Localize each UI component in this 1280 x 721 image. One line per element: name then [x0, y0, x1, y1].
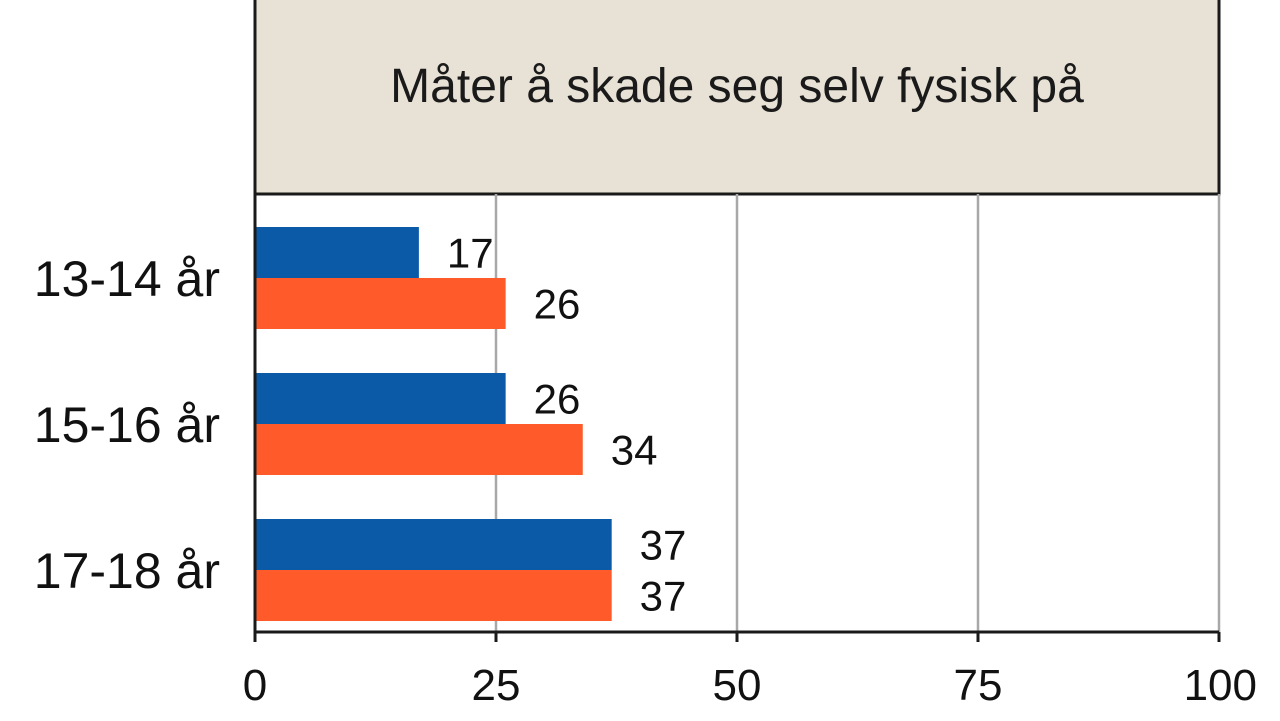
title-panel: Måter å skade seg selv fysisk på — [253, 0, 1221, 196]
category-label-2: 17-18 år — [34, 543, 220, 599]
x-tick-label-1: 25 — [472, 661, 521, 710]
bar-1-1 — [255, 424, 583, 475]
chart-title: Måter å skade seg selv fysisk på — [390, 60, 1084, 113]
bar-2-1 — [255, 570, 612, 621]
x-tick-label-3: 75 — [954, 661, 1003, 710]
category-label-1: 15-16 år — [34, 397, 220, 453]
category-label-0: 13-14 år — [34, 251, 220, 307]
data-label-1-1: 34 — [611, 427, 658, 474]
data-label-2-0: 37 — [640, 522, 687, 569]
title-box — [253, 0, 1221, 196]
bars — [255, 227, 612, 621]
data-label-2-1: 37 — [640, 573, 687, 620]
bar-0-0 — [255, 227, 419, 278]
x-tick-label-2: 50 — [713, 661, 762, 710]
data-label-1-0: 26 — [534, 376, 581, 423]
x-tick-label-4: 100 — [1184, 661, 1257, 710]
category-labels: 13-14 år 15-16 år 17-18 år — [34, 251, 220, 599]
data-label-0-0: 17 — [447, 230, 494, 277]
data-label-0-1: 26 — [534, 281, 581, 328]
bar-1-0 — [255, 373, 506, 424]
bar-2-0 — [255, 519, 612, 570]
bar-0-1 — [255, 278, 506, 329]
x-axis: 0 25 50 75 100 — [243, 194, 1257, 710]
x-tick-label-0: 0 — [243, 661, 267, 710]
